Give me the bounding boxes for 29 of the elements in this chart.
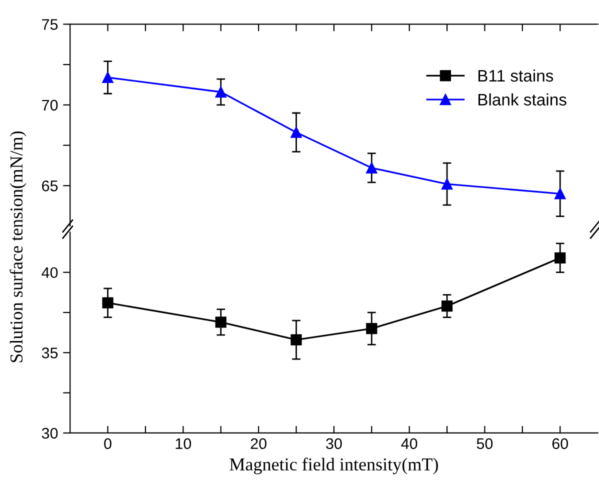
x-tick-label: 20 (250, 438, 266, 450)
x-tick-label: 60 (552, 438, 568, 450)
point (554, 188, 566, 200)
y-tick-label: 65 (42, 180, 58, 192)
y-tick-label: 70 (42, 100, 58, 111)
x-tick-label: 50 (476, 438, 493, 450)
x-tick-label: 40 (401, 438, 418, 450)
y-tick-label: 30 (42, 428, 58, 439)
legend-label: B11 stains (478, 69, 554, 82)
point (215, 86, 226, 98)
x-tick-label: 0 (104, 438, 112, 450)
point (441, 300, 453, 312)
x-tick-label: 10 (176, 438, 192, 450)
y-tick-label: 35 (42, 348, 58, 358)
point (554, 252, 566, 264)
point (290, 126, 302, 138)
point (102, 297, 114, 308)
y-tick-label: 75 (42, 19, 58, 30)
x-axis-title: Magnetic field intensity(mT) (230, 458, 438, 474)
point (102, 72, 114, 84)
point (441, 178, 453, 190)
y-tick-label: 40 (42, 267, 58, 278)
legend-label: Blank stains (478, 93, 566, 106)
point (215, 316, 226, 328)
point (290, 334, 302, 346)
point (366, 323, 378, 334)
point (366, 162, 378, 174)
y-axis-title: Solution surface tension(mN/m) (10, 131, 26, 362)
x-tick-label: 30 (326, 438, 342, 450)
